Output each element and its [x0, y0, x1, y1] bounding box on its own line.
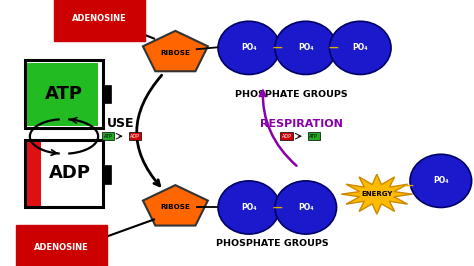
Ellipse shape	[410, 154, 472, 207]
Text: —: —	[404, 181, 413, 191]
Polygon shape	[341, 174, 412, 214]
Text: ADP: ADP	[130, 134, 140, 139]
Ellipse shape	[329, 21, 391, 74]
Text: ATP: ATP	[310, 134, 318, 139]
FancyBboxPatch shape	[27, 142, 41, 206]
FancyBboxPatch shape	[27, 63, 98, 126]
Ellipse shape	[218, 21, 280, 74]
FancyBboxPatch shape	[103, 85, 111, 103]
Polygon shape	[143, 31, 208, 71]
Ellipse shape	[218, 181, 280, 234]
Text: PHOSPHATE GROUPS: PHOSPHATE GROUPS	[235, 90, 348, 99]
Text: PO₄: PO₄	[298, 43, 313, 52]
Text: PO₄: PO₄	[241, 203, 256, 212]
Text: USE: USE	[107, 117, 135, 130]
Text: PO₄: PO₄	[241, 43, 256, 52]
Text: ADP: ADP	[49, 164, 91, 182]
Text: RESPIRATION: RESPIRATION	[260, 119, 342, 129]
Text: RIBOSE: RIBOSE	[160, 205, 191, 210]
Polygon shape	[143, 185, 208, 226]
Text: ADENOSINE: ADENOSINE	[34, 243, 89, 252]
Text: ATP: ATP	[45, 85, 83, 103]
Text: ATP: ATP	[104, 134, 112, 139]
FancyBboxPatch shape	[103, 165, 111, 184]
Ellipse shape	[275, 181, 337, 234]
Text: PHOSPHATE GROUPS: PHOSPHATE GROUPS	[216, 239, 329, 248]
Text: PO₄: PO₄	[298, 203, 313, 212]
Ellipse shape	[275, 21, 337, 74]
Text: —: —	[273, 43, 282, 53]
Text: ADENOSINE: ADENOSINE	[72, 14, 127, 23]
FancyBboxPatch shape	[25, 60, 103, 128]
Text: —: —	[328, 43, 338, 53]
Text: RIBOSE: RIBOSE	[160, 50, 191, 56]
Text: —: —	[273, 202, 282, 213]
Text: ENERGY: ENERGY	[361, 191, 392, 197]
Text: ADP: ADP	[282, 134, 292, 139]
Text: PO₄: PO₄	[353, 43, 368, 52]
Text: PO₄: PO₄	[433, 176, 448, 185]
FancyBboxPatch shape	[25, 140, 103, 207]
